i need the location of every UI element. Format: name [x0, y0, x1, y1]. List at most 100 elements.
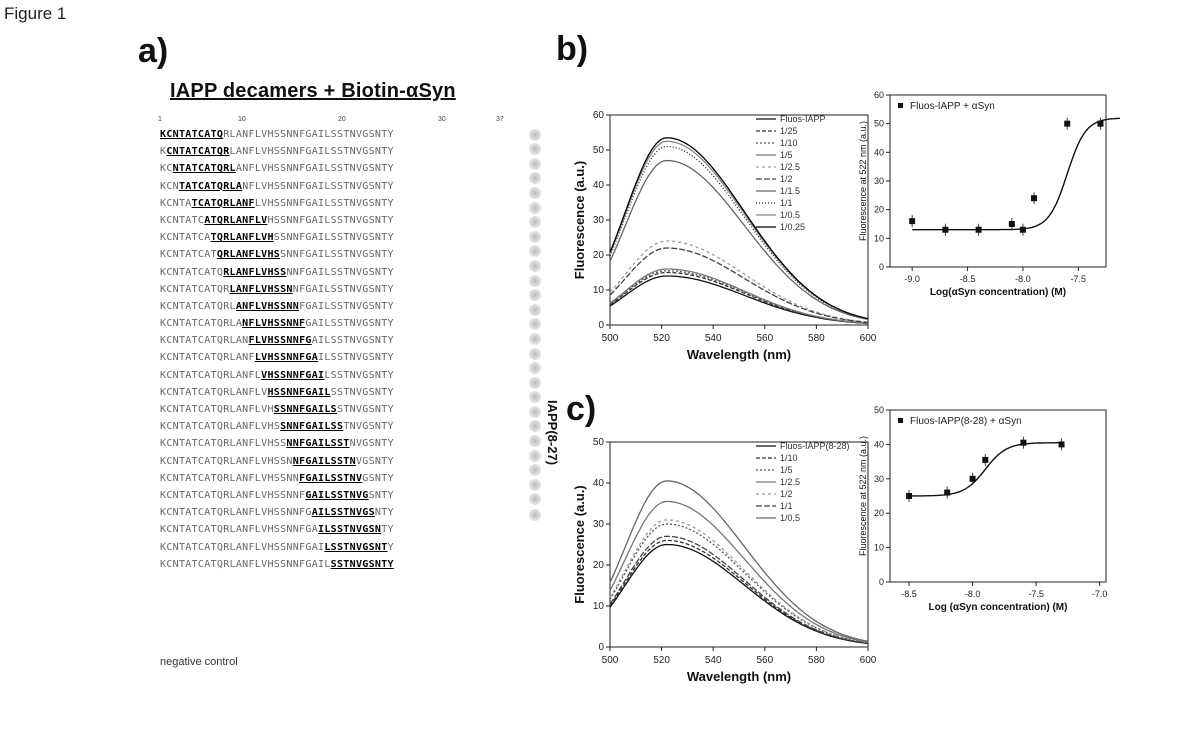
y-tick-label: 10 — [874, 543, 884, 553]
sequence-flank: TY — [381, 524, 394, 536]
binding-spot — [529, 493, 541, 506]
binding-spot — [529, 201, 541, 214]
sequence-row: KCNTATCATQRLANFLVHSSNNFGAILSSTNVGSNTY — [160, 521, 505, 538]
binding-spot — [529, 332, 541, 345]
y-tick-label: 30 — [874, 176, 884, 186]
sequence-row: KCNTATCATQRLANFLVHSSNNFGAILSSTNVGSNTY — [160, 246, 505, 263]
binding-spot — [529, 216, 541, 229]
series-line — [609, 140, 869, 320]
data-point — [1058, 441, 1065, 448]
binding-spot — [529, 245, 541, 258]
negative-control-label: negative control — [160, 656, 238, 668]
sequence-flank: NTY — [374, 507, 394, 519]
sequence-decamer: GAILSSTNVG — [305, 489, 369, 501]
legend-entry: 1/10 — [780, 453, 798, 463]
sequence-row: KCNTATCATQRLANFLVHSSNNFGAILSSTNVGSNTY — [160, 453, 505, 470]
sequence-row: KCNTATCATQRLANFLVHSSNNFGAILSSTNVGSNTY — [160, 160, 505, 177]
legend-entry: Fluos-IAPP — [780, 114, 826, 124]
binding-spot — [529, 391, 541, 404]
sequence-flank: K — [160, 146, 167, 158]
y-tick-label: 20 — [593, 250, 605, 261]
y-tick-label: 10 — [593, 601, 605, 612]
sequence-flank: SNTY — [368, 489, 394, 501]
series-line — [609, 539, 869, 645]
sequence-row: KCNTATCATQRLANFLVHSSNNFGAILSSTNVGSNTY — [160, 264, 505, 281]
sequence-decamer: NTATCATQRL — [172, 163, 236, 175]
y-tick-label: 20 — [593, 560, 605, 571]
binding-spot — [529, 157, 541, 170]
legend-entry: 1/2.5 — [780, 162, 800, 172]
series-line — [609, 480, 869, 642]
x-tick-label: 540 — [705, 655, 722, 666]
sequence-flank: KCNTATCATQRLANFLVHSSNNFGA — [160, 524, 319, 536]
sequence-ruler: 1 10 20 30 37 — [158, 116, 504, 124]
chart-c-spectra: 500 520 540 560 580 600 0 10 20 30 40 50 Wavelength … — [572, 437, 877, 684]
x-tick-label: -7.5 — [1071, 274, 1087, 284]
series-line — [609, 543, 869, 645]
legend-entry: 1/0.25 — [780, 222, 805, 232]
sequence-flank: KCNTATCATQR — [160, 283, 230, 295]
sequence-row: KCNTATCATQRLANFLVHSSNNFGAILSSTNVGSNTY — [160, 332, 505, 349]
y-tick-label: 50 — [593, 437, 605, 448]
sequence-flank: KCNTATCATQRLANFLV — [160, 386, 268, 398]
data-point — [1031, 195, 1037, 202]
sequence-flank: SNNFGAILSSTNVGSNTY — [280, 249, 394, 261]
y-tick-label: 50 — [874, 405, 884, 415]
sequence-flank: KCNTATCATQ — [160, 266, 224, 278]
sequence-flank: ANFLVHSSNNFGAILSSTNVGSNTY — [235, 163, 394, 175]
sequence-flank: KCNTATC — [160, 214, 205, 226]
y-tick-label: 60 — [593, 110, 605, 121]
sequence-decamer: RLANFLVHSS — [223, 266, 287, 278]
y-tick-label: 0 — [879, 577, 884, 587]
y-tick-label: 50 — [874, 119, 884, 129]
legend-entry: 1/0.5 — [780, 210, 800, 220]
sequence-flank: KCNTATCATQRLANFLVHSSN — [160, 455, 293, 467]
binding-spot — [529, 303, 541, 316]
data-point — [969, 475, 976, 482]
x-tick-label: -8.0 — [965, 589, 981, 599]
legend-entry: 1/5 — [780, 150, 793, 160]
binding-spot — [529, 172, 541, 185]
sequence-flank: KC — [160, 163, 173, 175]
sequence-decamer: SSTNVGSNTY — [330, 558, 394, 570]
data-point — [1064, 120, 1071, 127]
series-line — [609, 145, 869, 320]
sequence-flank: HSSNNFGAILSSTNVGSNTY — [267, 214, 394, 226]
sequence-flank: KCNTATCATQRLA — [160, 318, 243, 330]
legend-entry: 1/1.5 — [780, 186, 800, 196]
sequence-row: KCNTATCATQRLANFLVHSSNNFGAILSSTNVGSNTY — [160, 298, 505, 315]
sequence-row: KCNTATCATQRLANFLVHSSNNFGAILSSTNVGSNTY — [160, 195, 505, 212]
x-tick-label: 540 — [705, 333, 722, 344]
x-tick-label: 500 — [602, 655, 619, 666]
series-line — [609, 500, 869, 643]
sequence-row: KCNTATCATQRLANFLVHSSNNFGAILSSTNVGSNTY — [160, 178, 505, 195]
panel-b-label: b) — [556, 30, 589, 68]
side-region-label: IAPP(8-27) — [545, 400, 560, 466]
series-line — [609, 137, 869, 320]
legend-entry: 1/2 — [780, 489, 793, 499]
sequence-decamer: SSNNFGAILS — [273, 404, 337, 415]
fit-curve — [909, 442, 1062, 497]
sequence-decamer: TQRLANFLVH — [210, 232, 274, 244]
data-point — [975, 226, 982, 233]
series-line — [609, 519, 869, 644]
sequence-flank: KCNTATCATQRLANFLVHSSNNFGAI — [160, 541, 325, 553]
sequence-flank: KCNTATCATQRL — [160, 300, 236, 312]
x-axis-label: Wavelength (nm) — [687, 669, 791, 684]
sequence-row: KCNTATCATQRLANFLVHSSNNFGAILSSTNVGSNTY — [160, 435, 505, 452]
y-axis-label: Fluorescence at 522 nm (a.u.) — [858, 436, 868, 556]
binding-spot — [529, 143, 541, 156]
plot-frame — [609, 441, 869, 648]
y-tick-label: 40 — [874, 147, 884, 157]
sequence-flank: STNVGSNTY — [337, 404, 394, 415]
binding-spot — [529, 435, 541, 448]
sequence-flank: LSSTNVGSNTY — [324, 369, 394, 381]
y-tick-label: 0 — [598, 642, 604, 653]
ruler-tick: 20 — [338, 116, 346, 123]
sequence-decamer: TATCATQRLA — [178, 180, 243, 192]
sequence-row: KCNTATCATQRLANFLVHSSNNFGAILSSTNVGSNTY — [160, 401, 505, 418]
x-tick-label: 600 — [860, 333, 877, 344]
x-tick-label: 560 — [756, 655, 773, 666]
data-point — [1097, 120, 1104, 127]
y-tick-label: 40 — [593, 180, 605, 191]
